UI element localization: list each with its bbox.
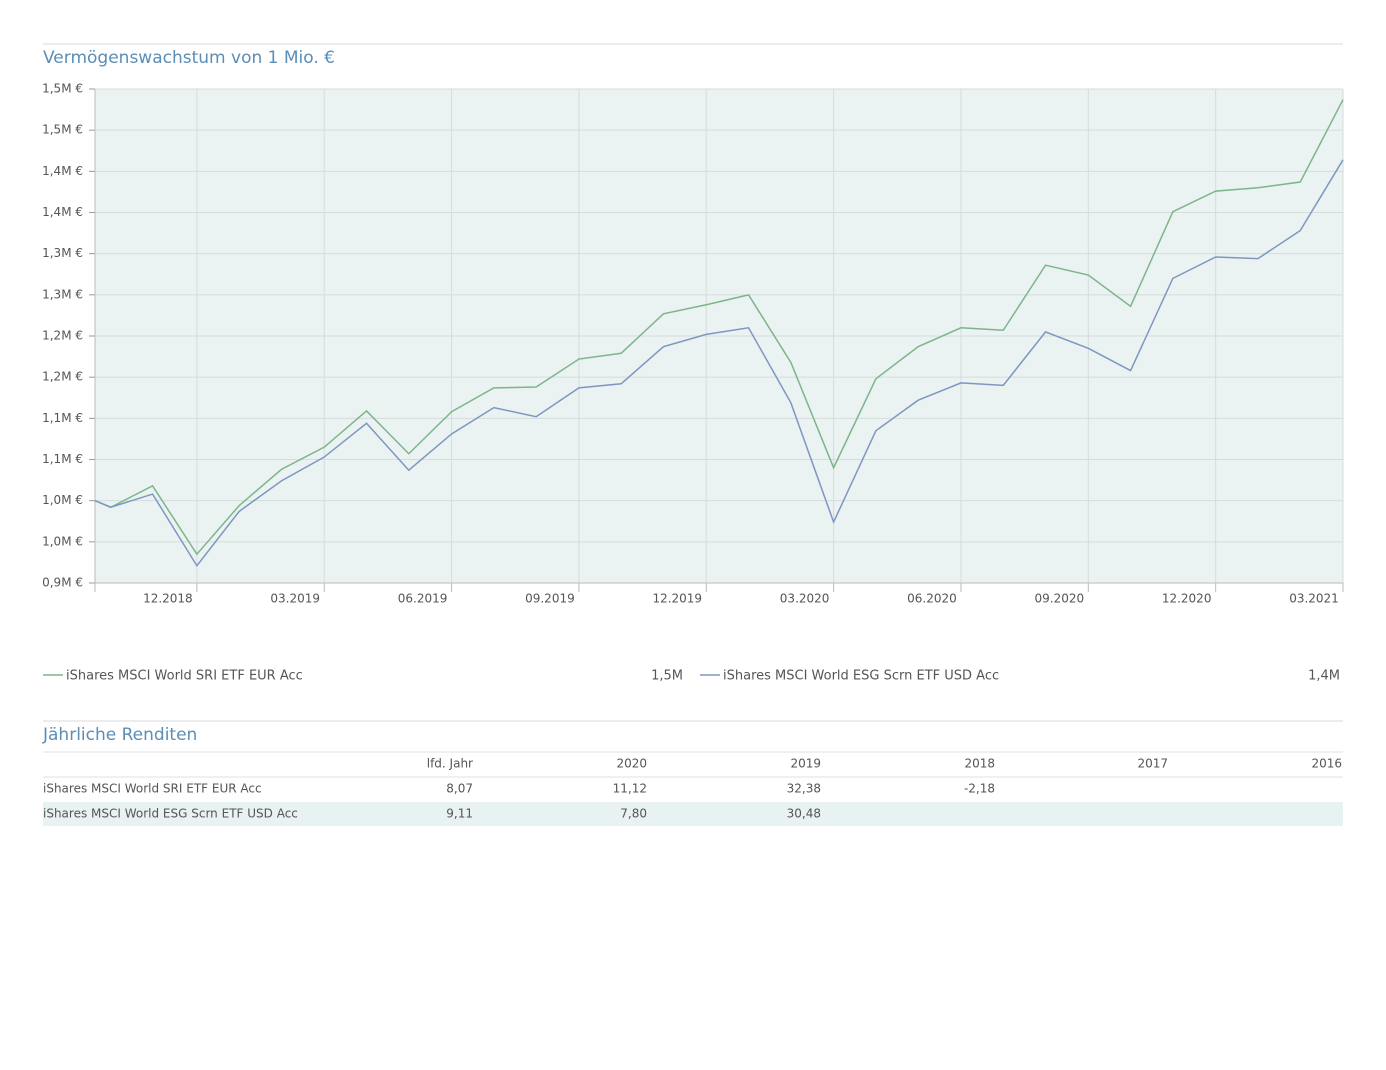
cell: 11,12 [613,782,647,796]
y-tick-label: 1,1M € [42,452,83,466]
column-header: 2016 [1311,757,1342,771]
legend-value: 1,4M [1308,669,1340,684]
y-tick-label: 0,9M € [42,576,83,590]
x-tick-label: 03.2019 [270,592,320,606]
y-tick-label: 1,0M € [42,493,83,507]
column-header: 2018 [964,757,995,771]
legend-value: 1,5M [651,669,683,684]
cell: 32,38 [787,782,821,796]
series-line [94,159,1344,568]
column-header: lfd. Jahr [427,757,473,771]
row-stripe [43,802,1343,826]
x-tick-label: 12.2020 [1162,592,1212,606]
y-tick-label: 1,1M € [42,411,83,425]
y-tick-label: 1,4M € [42,164,83,178]
y-tick-label: 1,2M € [42,329,83,343]
x-tick-label: 03.2020 [780,592,830,606]
cell: -2,18 [964,782,995,796]
x-tick-label: 06.2020 [907,592,957,606]
column-header: 2017 [1137,757,1168,771]
y-tick-label: 1,5M € [42,82,83,96]
column-header: 2020 [616,757,647,771]
y-tick-label: 1,3M € [42,246,83,260]
x-tick-label: 09.2019 [525,592,575,606]
chart-title: Vermögenswachstum von 1 Mio. € [43,48,335,68]
x-tick-label: 09.2020 [1034,592,1084,606]
y-tick-label: 1,4M € [42,205,83,219]
row-name: iShares MSCI World ESG Scrn ETF USD Acc [43,807,298,821]
legend-label: iShares MSCI World SRI ETF EUR Acc [66,669,303,684]
y-tick-label: 1,5M € [42,123,83,137]
table-title: Jährliche Renditen [42,725,197,745]
y-tick-label: 1,0M € [42,534,83,548]
series-line [94,99,1344,556]
legend-label: iShares MSCI World ESG Scrn ETF USD Acc [723,669,999,684]
x-tick-label: 06.2019 [398,592,448,606]
row-name: iShares MSCI World SRI ETF EUR Acc [43,782,262,796]
cell: 7,80 [620,807,647,821]
y-tick-label: 1,2M € [42,370,83,384]
x-tick-label: 12.2019 [652,592,702,606]
cell: 30,48 [787,807,821,821]
cell: 9,11 [446,807,473,821]
x-tick-label: 12.2018 [143,592,193,606]
column-header: 2019 [790,757,821,771]
cell: 8,07 [446,782,473,796]
y-tick-label: 1,3M € [42,287,83,301]
x-tick-label: 03.2021 [1289,592,1339,606]
